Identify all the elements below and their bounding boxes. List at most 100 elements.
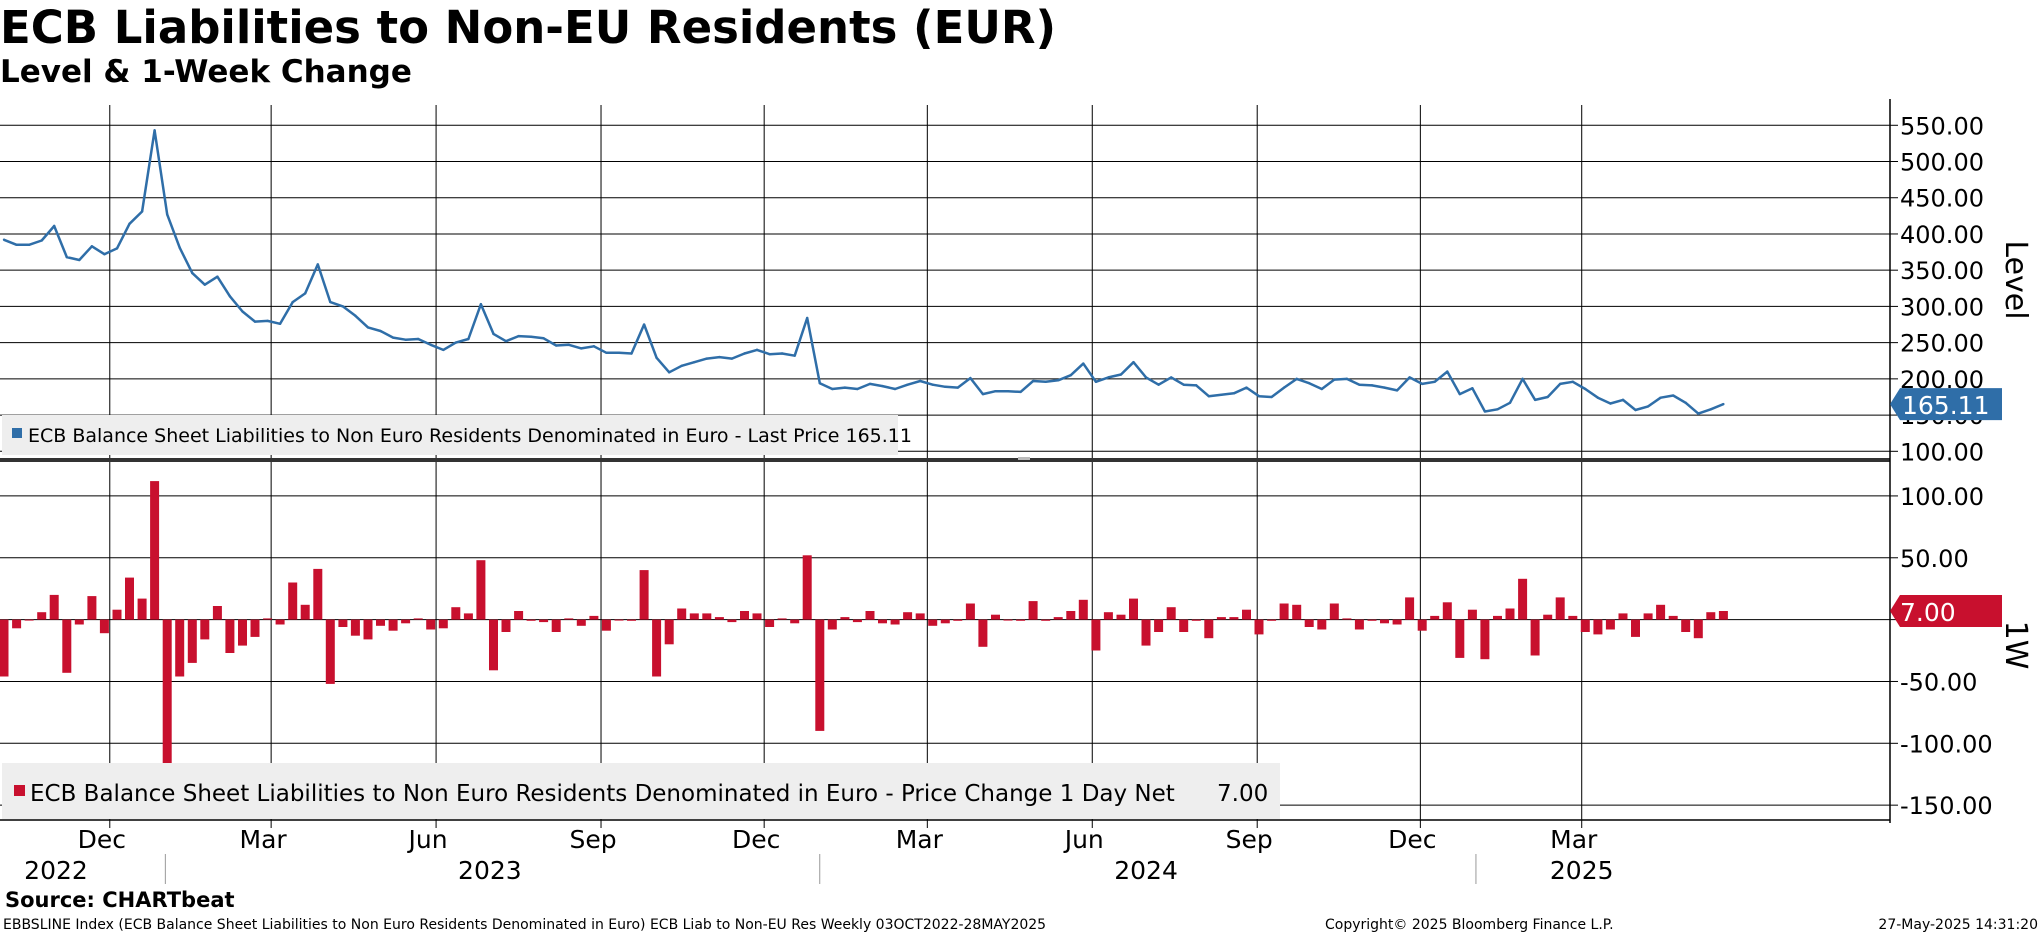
x-month-label: Dec	[732, 825, 780, 854]
change-bar	[388, 619, 398, 631]
change-bar	[1141, 619, 1151, 646]
bottom-y-axis: -150.00 -100.00 -50.00 50.00 100.00	[1890, 483, 1993, 820]
change-bar	[1555, 597, 1565, 620]
level-data-point	[730, 357, 734, 360]
change-bar	[1191, 619, 1201, 621]
change-bar	[727, 619, 737, 623]
level-data-point	[429, 343, 432, 347]
change-bar	[1417, 619, 1427, 631]
y-tick-label: 300.00	[1900, 293, 1984, 321]
level-data-point	[416, 337, 420, 341]
change-bar	[1593, 619, 1603, 635]
level-data-point	[1383, 386, 1386, 389]
copyright: Copyright© 2025 Bloomberg Finance L.P.	[1325, 917, 1614, 933]
level-data-point	[115, 247, 119, 250]
change-bar	[1292, 604, 1302, 620]
change-bar	[1681, 619, 1691, 632]
change-bar	[1706, 612, 1716, 620]
change-bar	[652, 619, 662, 677]
change-bar	[250, 619, 260, 637]
level-data-point	[1157, 383, 1160, 386]
level-data-point	[2, 238, 6, 241]
change-bar	[1078, 599, 1088, 620]
level-data-point	[454, 341, 457, 344]
x-month-label: Sep	[1226, 825, 1273, 854]
change-bar	[639, 570, 649, 620]
level-data-point	[404, 338, 407, 341]
level-data-point	[1119, 373, 1123, 376]
x-year-label: 2022	[24, 856, 88, 885]
level-data-point	[1069, 374, 1072, 377]
level-data-point	[1232, 392, 1236, 395]
legend-background	[2, 763, 1280, 819]
change-bar	[840, 617, 850, 620]
x-month-label: Mar	[1550, 825, 1598, 854]
change-bar	[878, 619, 887, 624]
level-data-point	[53, 224, 56, 228]
level-data-point	[178, 246, 181, 249]
level-data-point	[1722, 402, 1725, 406]
level-data-point	[1358, 383, 1361, 386]
change-bar	[526, 619, 536, 621]
level-data-point	[868, 382, 872, 386]
level-data-point	[1282, 386, 1286, 389]
level-data-point	[1245, 386, 1248, 389]
level-data-point	[1546, 395, 1549, 399]
change-bar	[376, 619, 385, 626]
change-bar	[1267, 619, 1277, 621]
change-bar	[1279, 603, 1289, 620]
timestamp: 27-May-2025 14:31:20	[1878, 917, 2038, 933]
change-bar	[1129, 598, 1138, 620]
level-data-point	[969, 376, 972, 380]
x-year-label: 2024	[1114, 856, 1178, 885]
level-data-point	[153, 129, 156, 132]
legend-text: ECB Balance Sheet Liabilities to Non Eur…	[30, 781, 1175, 807]
change-bar	[1643, 613, 1653, 620]
y-tick-label: 450.00	[1900, 185, 1984, 213]
change-bar	[225, 619, 235, 653]
change-bar	[1179, 619, 1189, 632]
change-bar	[551, 619, 561, 632]
change-bar	[601, 619, 611, 631]
level-data-point	[467, 337, 470, 341]
change-bar	[501, 619, 511, 632]
change-bar	[664, 619, 674, 645]
change-bar	[112, 609, 122, 620]
change-bar	[627, 619, 636, 621]
level-data-point	[128, 222, 131, 226]
change-bar	[928, 619, 938, 626]
level-data-point	[906, 383, 909, 386]
change-bar	[1003, 619, 1013, 621]
chart-title: ECB Liabilities to Non-EU Residents (EUR…	[0, 1, 1057, 54]
level-data-point	[956, 386, 959, 389]
x-month-label: Sep	[569, 825, 616, 854]
level-data-point	[165, 213, 169, 216]
change-bar	[965, 603, 975, 620]
level-data-point	[630, 352, 633, 355]
change-bar	[1367, 619, 1377, 621]
y-tick-label: -100.00	[1900, 730, 1993, 758]
level-data-point	[592, 345, 596, 348]
level-data-point	[304, 292, 307, 295]
level-data-point	[655, 356, 658, 360]
level-data-point	[1195, 384, 1198, 387]
change-bar	[150, 481, 160, 620]
level-data-point	[1333, 378, 1336, 381]
y-tick-label: -150.00	[1900, 792, 1993, 820]
change-bar	[1066, 611, 1076, 620]
level-data-point	[555, 344, 558, 347]
level-data-point	[1659, 396, 1662, 399]
level-data-point	[529, 335, 533, 339]
level-data-point	[1471, 387, 1474, 390]
change-bar	[890, 619, 900, 625]
change-bar	[325, 619, 335, 684]
change-bar	[589, 615, 599, 620]
change-bar	[350, 619, 360, 636]
level-data-point	[1320, 387, 1323, 391]
change-bar	[978, 619, 988, 647]
change-bar	[1392, 619, 1402, 625]
change-bar	[1342, 618, 1352, 620]
change-bar	[777, 618, 787, 620]
level-data-point	[567, 343, 570, 347]
change-bar	[1480, 619, 1490, 660]
